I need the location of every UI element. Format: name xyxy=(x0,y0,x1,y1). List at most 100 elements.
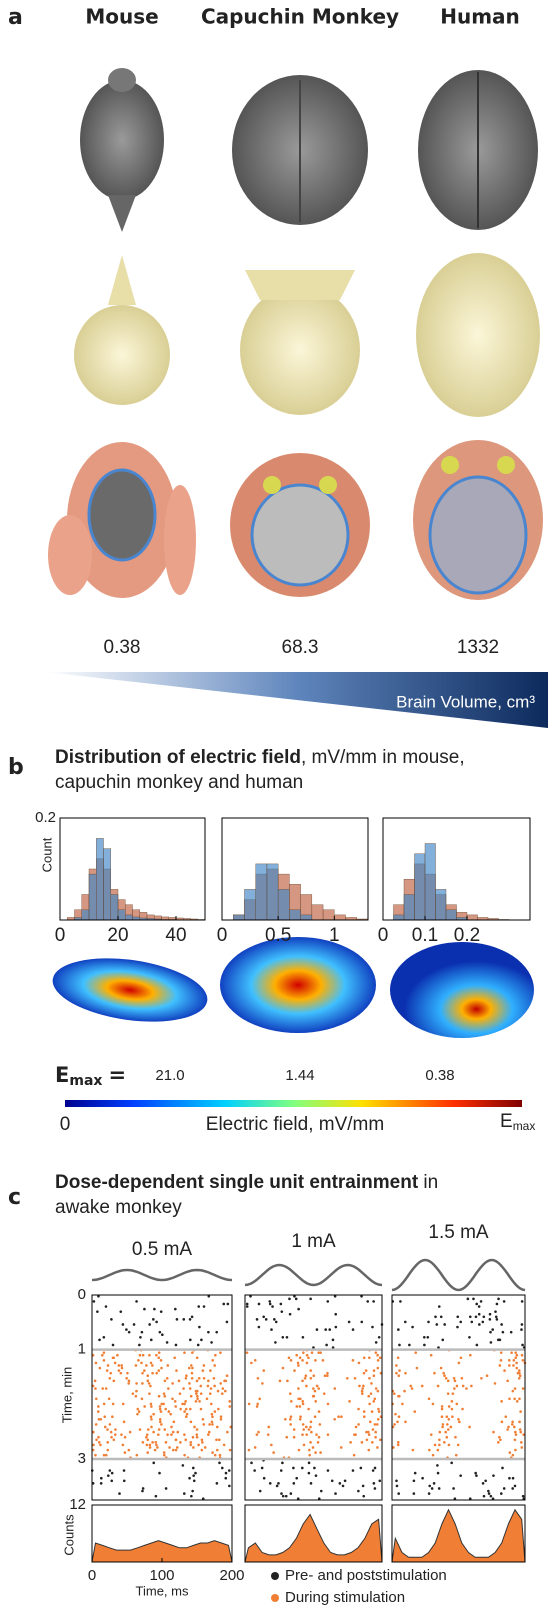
raster-frame xyxy=(92,1295,232,1500)
spike xyxy=(438,1438,441,1441)
spike xyxy=(258,1303,261,1306)
spike xyxy=(401,1403,404,1406)
spike xyxy=(216,1449,219,1452)
spike xyxy=(441,1408,444,1411)
spike xyxy=(195,1392,198,1395)
spike xyxy=(150,1403,153,1406)
spike xyxy=(489,1313,492,1316)
hist-bar xyxy=(278,889,289,920)
spike xyxy=(467,1298,470,1301)
spike xyxy=(222,1303,225,1306)
spike xyxy=(344,1479,347,1482)
spike xyxy=(159,1331,162,1334)
spike xyxy=(172,1431,175,1434)
spike xyxy=(408,1344,411,1347)
spike xyxy=(179,1408,182,1411)
spike xyxy=(518,1369,521,1372)
spike xyxy=(487,1490,490,1493)
spike xyxy=(438,1305,441,1308)
spike xyxy=(368,1433,371,1436)
spike xyxy=(179,1441,182,1444)
spike xyxy=(100,1418,103,1421)
spike xyxy=(293,1369,296,1372)
spike xyxy=(136,1408,139,1411)
spike xyxy=(502,1331,505,1334)
spike xyxy=(423,1344,426,1347)
spike xyxy=(248,1449,251,1452)
spike xyxy=(367,1395,370,1398)
spike xyxy=(470,1385,473,1388)
spike xyxy=(215,1438,218,1441)
spike xyxy=(301,1433,304,1436)
spike xyxy=(110,1431,113,1434)
spike xyxy=(397,1444,400,1447)
spike xyxy=(286,1336,289,1339)
panel-label: b xyxy=(8,755,24,780)
spike xyxy=(103,1415,106,1418)
spike xyxy=(124,1451,127,1454)
spike xyxy=(310,1421,313,1424)
x-axis-label: Time, ms xyxy=(136,1583,189,1598)
spike xyxy=(296,1405,299,1408)
spike xyxy=(105,1454,108,1457)
spike xyxy=(174,1308,177,1311)
spike xyxy=(314,1359,317,1362)
spike xyxy=(246,1351,249,1354)
spike xyxy=(99,1444,102,1447)
spike xyxy=(192,1467,195,1470)
spike xyxy=(201,1438,204,1441)
spike xyxy=(376,1423,379,1426)
species-header: Mouse xyxy=(85,5,158,29)
spike xyxy=(374,1487,377,1490)
spike xyxy=(182,1387,185,1390)
spike xyxy=(111,1472,114,1475)
spike xyxy=(189,1441,192,1444)
spike xyxy=(211,1423,214,1426)
spike xyxy=(324,1374,327,1377)
spike xyxy=(139,1336,142,1339)
spike xyxy=(194,1472,197,1475)
spike xyxy=(299,1405,302,1408)
spike xyxy=(191,1367,194,1370)
spike xyxy=(372,1300,375,1303)
spike xyxy=(451,1415,454,1418)
spike xyxy=(306,1354,309,1357)
spike xyxy=(195,1400,198,1403)
y-axis-label: Time, min xyxy=(59,1367,74,1424)
spike xyxy=(186,1413,189,1416)
spike xyxy=(512,1364,515,1367)
spike xyxy=(158,1428,161,1431)
spike xyxy=(519,1374,522,1377)
raster-frame xyxy=(392,1295,525,1500)
spike xyxy=(170,1433,173,1436)
spike xyxy=(208,1423,211,1426)
spike xyxy=(327,1469,330,1472)
spike xyxy=(198,1377,201,1380)
spike xyxy=(508,1477,511,1480)
spike xyxy=(397,1328,400,1331)
spike xyxy=(207,1433,210,1436)
hist-bar xyxy=(256,864,267,920)
spike xyxy=(152,1462,155,1465)
current-label: 1 mA xyxy=(291,1231,336,1252)
spike xyxy=(183,1492,186,1495)
spike xyxy=(127,1382,130,1385)
spike xyxy=(319,1423,322,1426)
spike xyxy=(308,1472,311,1475)
spike xyxy=(150,1415,153,1418)
spike xyxy=(503,1300,506,1303)
spike xyxy=(499,1364,502,1367)
spike xyxy=(259,1490,262,1493)
spike xyxy=(438,1444,441,1447)
spike xyxy=(378,1336,381,1339)
spike xyxy=(491,1328,494,1331)
spike xyxy=(143,1308,146,1311)
spike xyxy=(105,1305,108,1308)
spike xyxy=(496,1318,499,1321)
spike xyxy=(160,1359,163,1362)
spike xyxy=(462,1385,465,1388)
spike xyxy=(290,1359,293,1362)
spike xyxy=(411,1326,414,1329)
spike xyxy=(150,1339,153,1342)
spike xyxy=(363,1415,366,1418)
